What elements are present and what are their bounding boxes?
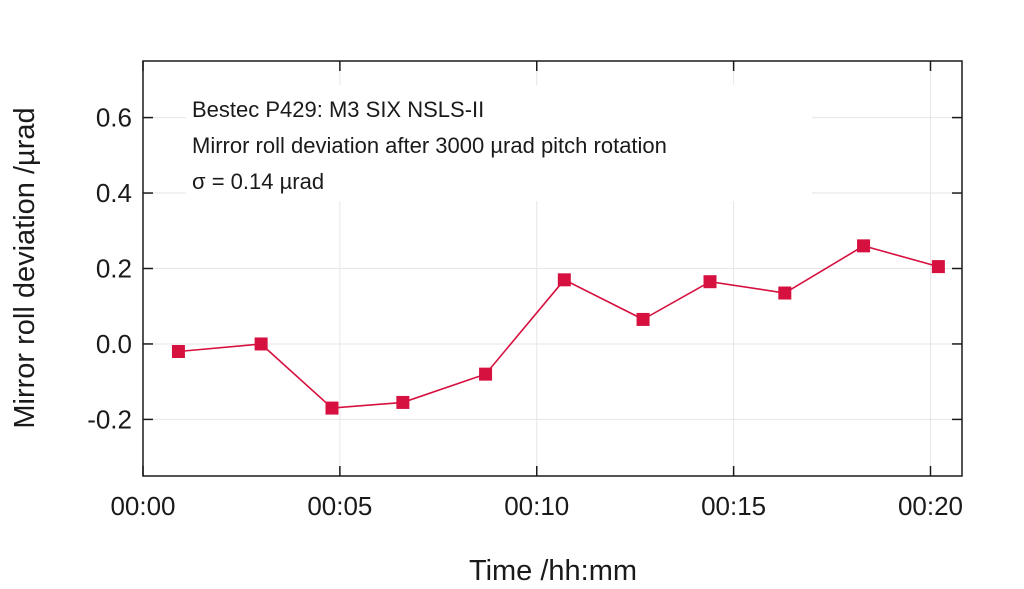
data-point [636,312,650,326]
data-point [778,286,792,300]
axis-ticks [142,61,962,476]
x-tick-label: 00:20 [898,491,963,521]
data-point [557,273,571,287]
series [171,239,945,415]
data-point [703,275,717,289]
x-tick-labels: 00:00 00:05 00:10 00:15 00:20 [110,491,963,521]
x-tick-label: 00:05 [307,491,372,521]
annotation-line-3: σ = 0.14 µrad [192,169,324,194]
data-point [254,337,268,351]
data-point [931,260,945,274]
y-tick-label: 0.0 [96,329,132,359]
y-tick-label: -0.2 [87,404,132,434]
annotation-background [186,85,812,201]
x-tick-label: 00:00 [110,491,175,521]
series-line [178,245,939,409]
y-tick-labels: -0.2 0.0 0.2 0.4 0.6 [87,103,132,435]
data-point [396,395,410,409]
data-point [171,345,185,358]
data-point [479,367,493,381]
y-tick-label: 0.4 [96,178,132,208]
data-point [325,401,339,415]
y-tick-label: 0.2 [96,254,132,284]
x-tick-label: 00:15 [701,491,766,521]
annotation-line-2: Mirror roll deviation after 3000 µrad pi… [192,133,667,158]
data-point [857,239,871,253]
x-tick-label: 00:10 [504,491,569,521]
x-axis-label: Time /hh:mm [469,555,637,587]
y-axis-label: Mirror roll deviation /µrad [9,107,41,428]
annotation-line-1: Bestec P429: M3 SIX NSLS-II [192,97,484,122]
y-tick-label: 0.6 [96,103,132,133]
